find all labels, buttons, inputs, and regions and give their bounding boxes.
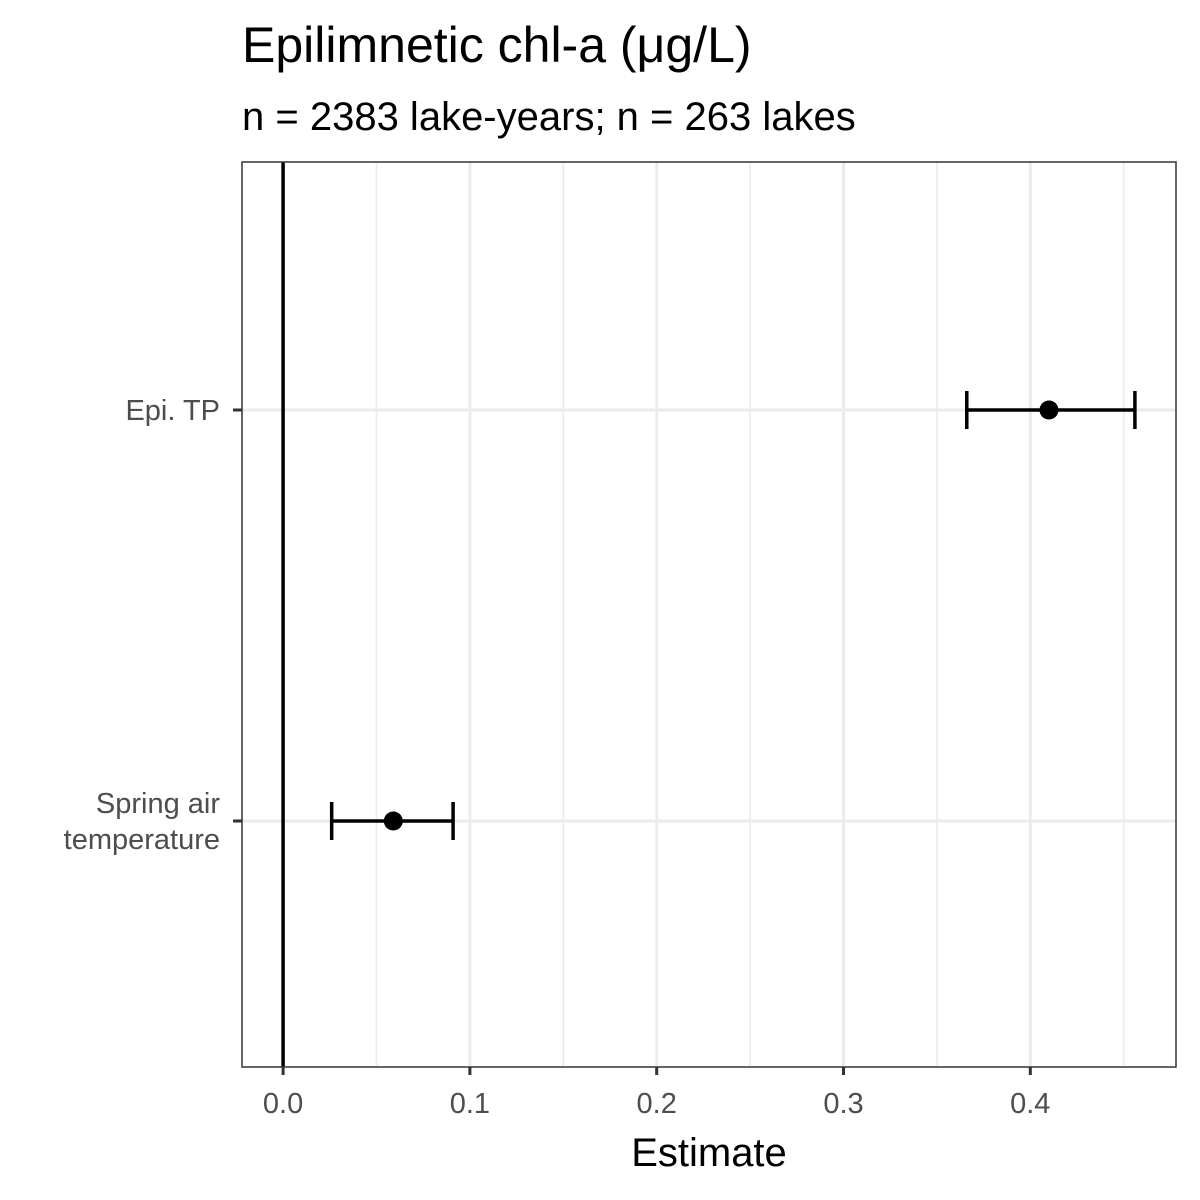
x-tick-label: 0.2 bbox=[637, 1088, 677, 1120]
x-tick-label: 0.1 bbox=[450, 1088, 490, 1120]
y-tick-label-line: temperature bbox=[64, 824, 220, 856]
y-tick-label: Spring air temperature bbox=[64, 788, 221, 856]
chart-title: Epilimnetic chl-a (μg/L) bbox=[242, 17, 752, 73]
gridlines bbox=[242, 162, 1176, 1067]
x-tick-label: 0.0 bbox=[263, 1088, 303, 1120]
panel-border bbox=[241, 161, 1177, 1068]
estimate-marks bbox=[329, 391, 1137, 840]
y-tick-label-line: Spring air bbox=[96, 788, 220, 820]
estimate-point bbox=[383, 811, 403, 831]
x-tick-label: 0.4 bbox=[1010, 1088, 1050, 1120]
y-axis: Epi. TP Spring air temperature bbox=[64, 395, 242, 856]
estimate-point bbox=[1039, 400, 1059, 420]
y-tick-label-line: Epi. TP bbox=[125, 395, 220, 427]
x-axis: 0.0 0.1 0.2 0.3 0.4 bbox=[263, 1067, 1050, 1120]
x-tick-label: 0.3 bbox=[823, 1088, 863, 1120]
y-tick-label: Epi. TP bbox=[125, 395, 220, 427]
chart-subtitle: n = 2383 lake-years; n = 263 lakes bbox=[242, 95, 856, 139]
x-axis-title: Estimate bbox=[631, 1131, 787, 1175]
